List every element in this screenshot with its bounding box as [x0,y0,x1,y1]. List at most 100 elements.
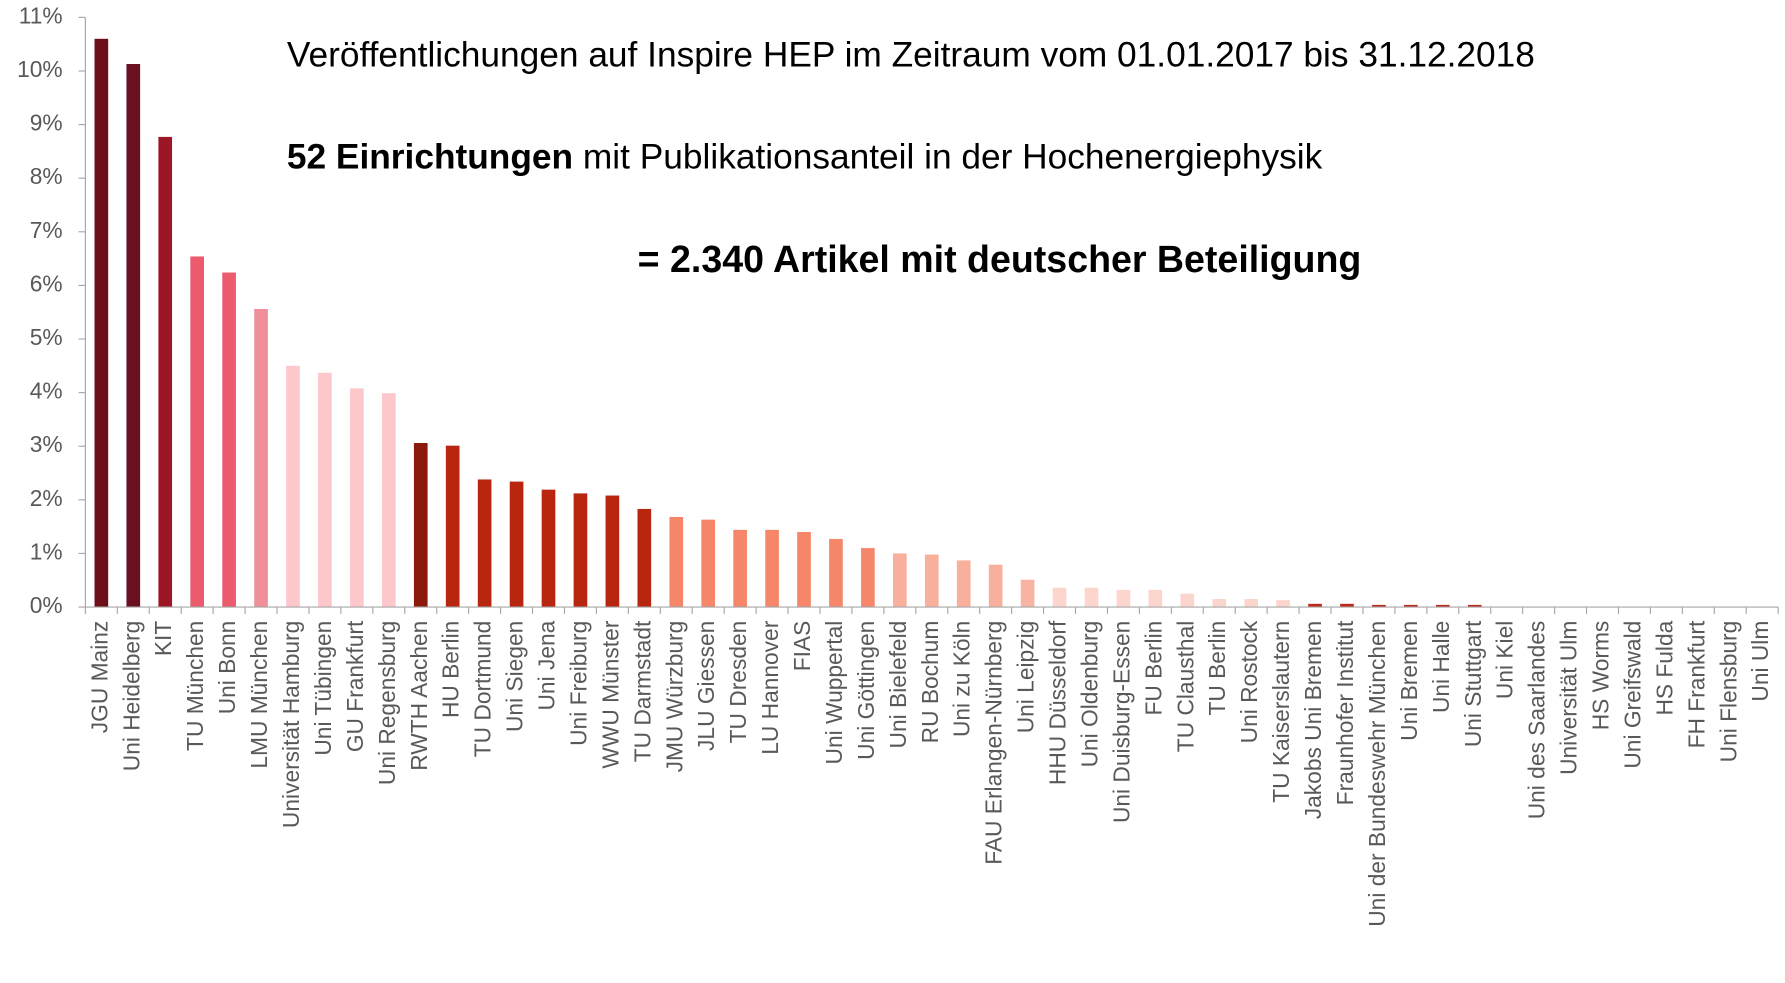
bar [1435,604,1450,608]
x-tick-label: Uni Tübingen [310,621,336,756]
bar [222,272,236,608]
bar [1212,599,1227,608]
x-tick-label: Uni des Saarlandes [1524,621,1550,820]
x-tick-label: Fraunhofer Institut [1332,620,1358,805]
x-tick-label: Uni Halle [1428,621,1454,713]
bar [1372,604,1386,608]
bar [573,493,588,608]
x-tick-label: Uni Freiburg [565,621,591,746]
bar [126,63,141,608]
bar [1020,579,1035,608]
x-tick-label: WWU Münster [597,620,623,768]
x-tick-label: Uni Rostock [1236,620,1262,743]
x-tick-label: Uni Ulm [1747,621,1773,702]
x-tick-label: HS Fulda [1651,620,1677,715]
x-tick-label: FU Berlin [1140,621,1166,716]
x-tick-label: HU Berlin [438,621,464,718]
bar [286,365,300,608]
bar [1340,603,1354,608]
bar [797,531,811,608]
bar [413,443,428,608]
bar [1308,603,1322,608]
x-tick-label: Universität Hamburg [278,621,304,828]
y-tick-label: 7% [30,217,63,243]
x-tick-label: TU Darmstadt [629,620,655,762]
bar [861,548,875,608]
x-tick-label: Uni der Bundeswehr München [1364,621,1390,927]
x-tick-label: Uni Oldenburg [1076,621,1102,768]
subtitle-line: 52 Einrichtungen mit Publikationsanteil … [287,138,1323,177]
x-tick-label: Uni Jena [534,620,560,710]
bar [190,256,204,608]
y-tick-label: 11% [19,2,63,28]
x-tick-label: TU Kaiserslautern [1268,621,1294,803]
bar [254,308,268,608]
x-tick-label: Uni Bremen [1396,621,1422,741]
x-tick-label: RU Bochum [917,621,943,744]
bar [701,519,716,608]
bar [445,445,460,608]
x-tick-label: KIT [150,621,176,656]
bar [1467,604,1482,608]
x-tick-label: JLU Giessen [693,621,719,751]
y-tick-label: 10% [17,56,63,82]
x-tick-label: RWTH Aachen [406,621,432,771]
x-tick-label: HS Worms [1588,621,1614,731]
bar [94,38,109,608]
y-tick-label: 1% [30,538,63,564]
x-tick-label: TU Clausthal [1172,621,1198,753]
bar [477,479,492,608]
bar [509,481,524,608]
bar [829,538,843,608]
x-tick-label: TU Dortmund [470,621,496,758]
x-tick-label: Uni Duisburg-Essen [1108,621,1134,823]
bar [1244,599,1258,608]
x-tick-label: TU Dresden [725,621,751,744]
y-tick-label: 5% [30,324,63,350]
note: = 2.340 Artikel mit deutscher Beteiligun… [638,238,1362,280]
bar [924,554,939,608]
bar [1180,593,1195,608]
bar [1276,600,1290,608]
bar [381,393,396,608]
x-tick-label: Uni Heidelberg [118,621,144,772]
bar [158,136,173,608]
bar [893,553,907,608]
x-tick-label: Universität Ulm [1556,621,1582,775]
x-tick-label: Uni Greifswald [1619,621,1645,769]
x-tick-label: Uni Regensburg [374,621,400,785]
bar [1084,587,1099,608]
bar [1116,589,1131,608]
x-tick-label: Uni Bonn [214,621,240,715]
x-tick-label: TU Berlin [1204,621,1230,716]
bar [637,508,652,608]
x-tick-label: Uni Kiel [1492,621,1518,699]
y-tick-label: 4% [30,378,63,404]
bar [541,489,556,608]
bar [765,529,779,608]
x-tick-label: HHU Düsseldorf [1045,620,1071,785]
y-tick-label: 9% [30,110,63,136]
bar [956,560,971,608]
subtitle-bold: 52 Einrichtungen [287,138,573,177]
y-tick-label: 3% [30,431,63,457]
x-tick-label: Jakobs Uni Bremen [1300,621,1326,820]
bar [350,388,364,608]
x-tick-label: FAU Erlangen-Nürnberg [981,621,1007,865]
x-tick-label: Uni Siegen [502,621,528,732]
x-tick-label: Uni Wuppertal [821,621,847,765]
x-tick-label: Uni Bielefeld [885,621,911,749]
subtitle: mit Publikationsanteil in der Hochenergi… [583,138,1323,177]
bar [605,495,620,608]
x-tick-label: Uni Flensburg [1715,621,1741,763]
bar [669,516,684,608]
x-tick-label: Uni Leipzig [1013,621,1039,734]
chart-title: Veröffentlichungen auf Inspire HEP im Ze… [287,36,1535,75]
y-tick-label: 2% [30,485,63,511]
bar [1052,587,1067,608]
y-tick-label: 8% [30,163,63,189]
x-tick-label: LMU München [246,621,272,769]
x-tick-label: FIAS [789,621,815,672]
y-tick-label: 0% [30,592,63,618]
